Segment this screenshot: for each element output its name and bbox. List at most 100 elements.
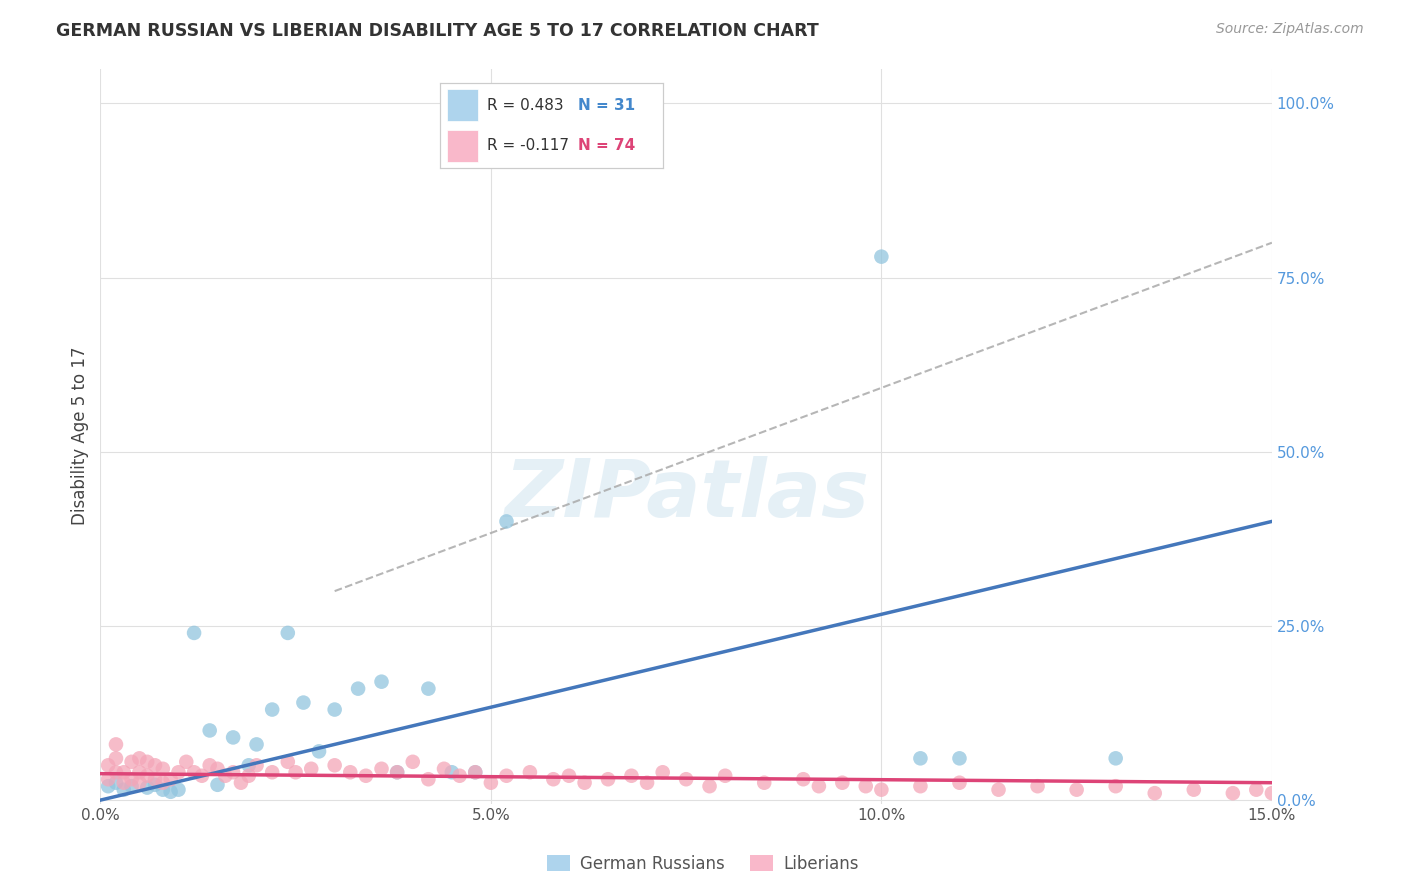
Point <box>143 778 166 792</box>
Y-axis label: Disability Age 5 to 17: Disability Age 5 to 17 <box>72 347 89 525</box>
Point <box>262 702 284 716</box>
Point <box>519 765 541 780</box>
Point <box>1222 786 1244 800</box>
Point <box>245 758 267 772</box>
Point <box>207 762 229 776</box>
Point <box>292 696 315 710</box>
Point <box>143 758 166 772</box>
Point <box>1182 782 1205 797</box>
Point <box>207 778 229 792</box>
Point <box>299 762 322 776</box>
Point <box>128 765 150 780</box>
Point <box>479 775 502 789</box>
Point <box>159 785 181 799</box>
Point <box>385 765 408 780</box>
Point <box>277 626 299 640</box>
Text: ZIPatlas: ZIPatlas <box>503 456 869 534</box>
Point <box>191 769 214 783</box>
Point <box>104 738 127 752</box>
Point <box>807 779 830 793</box>
Point <box>245 738 267 752</box>
Point <box>870 250 893 264</box>
Point <box>558 769 581 783</box>
Legend: German Russians, Liberians: German Russians, Liberians <box>540 848 866 880</box>
Point <box>433 762 456 776</box>
Point <box>354 769 377 783</box>
Point <box>104 765 127 780</box>
Point <box>238 758 260 772</box>
Point <box>121 755 143 769</box>
Point <box>308 744 330 758</box>
Point <box>831 775 853 789</box>
Point <box>128 751 150 765</box>
Point <box>855 779 877 793</box>
Point <box>277 755 299 769</box>
Point <box>1143 786 1166 800</box>
Point <box>112 775 135 789</box>
Point <box>574 775 596 789</box>
Point <box>112 765 135 780</box>
Point <box>104 775 127 789</box>
Point <box>1246 782 1268 797</box>
Point <box>347 681 370 696</box>
Point <box>1105 779 1128 793</box>
Point <box>464 765 486 780</box>
Point <box>112 782 135 797</box>
Point <box>675 772 697 787</box>
Point <box>222 731 245 745</box>
Point <box>495 515 517 529</box>
Point <box>418 772 440 787</box>
Point <box>167 765 190 780</box>
Point <box>339 765 361 780</box>
Point <box>262 765 284 780</box>
Point <box>97 779 120 793</box>
Point <box>754 775 776 789</box>
Point <box>284 765 307 780</box>
Point <box>323 758 346 772</box>
Point <box>495 769 517 783</box>
Point <box>183 626 205 640</box>
Point <box>229 775 252 789</box>
Point <box>136 780 159 795</box>
Point <box>1105 751 1128 765</box>
Point <box>159 772 181 787</box>
Point <box>620 769 643 783</box>
Point <box>222 765 245 780</box>
Point <box>152 762 174 776</box>
Point <box>402 755 425 769</box>
Point <box>121 779 143 793</box>
Point <box>440 765 463 780</box>
Point <box>596 772 619 787</box>
Point <box>97 758 120 772</box>
Point <box>174 755 197 769</box>
Point <box>1066 782 1088 797</box>
Point <box>128 775 150 789</box>
Point <box>136 769 159 783</box>
Point <box>198 758 221 772</box>
Point <box>370 674 392 689</box>
Point <box>699 779 721 793</box>
Point <box>418 681 440 696</box>
Point <box>97 772 120 787</box>
Point <box>214 769 236 783</box>
Point <box>449 769 471 783</box>
Point <box>948 751 970 765</box>
Point <box>1026 779 1049 793</box>
Point <box>1261 786 1284 800</box>
Point <box>238 769 260 783</box>
Point <box>714 769 737 783</box>
Text: Source: ZipAtlas.com: Source: ZipAtlas.com <box>1216 22 1364 37</box>
Point <box>464 765 486 780</box>
Point <box>870 782 893 797</box>
Point <box>121 772 143 787</box>
Point <box>385 765 408 780</box>
Point <box>198 723 221 738</box>
Point <box>987 782 1010 797</box>
Point <box>948 775 970 789</box>
Point <box>792 772 814 787</box>
Point <box>143 772 166 787</box>
Point <box>152 782 174 797</box>
Text: GERMAN RUSSIAN VS LIBERIAN DISABILITY AGE 5 TO 17 CORRELATION CHART: GERMAN RUSSIAN VS LIBERIAN DISABILITY AG… <box>56 22 818 40</box>
Point <box>167 782 190 797</box>
Point <box>104 751 127 765</box>
